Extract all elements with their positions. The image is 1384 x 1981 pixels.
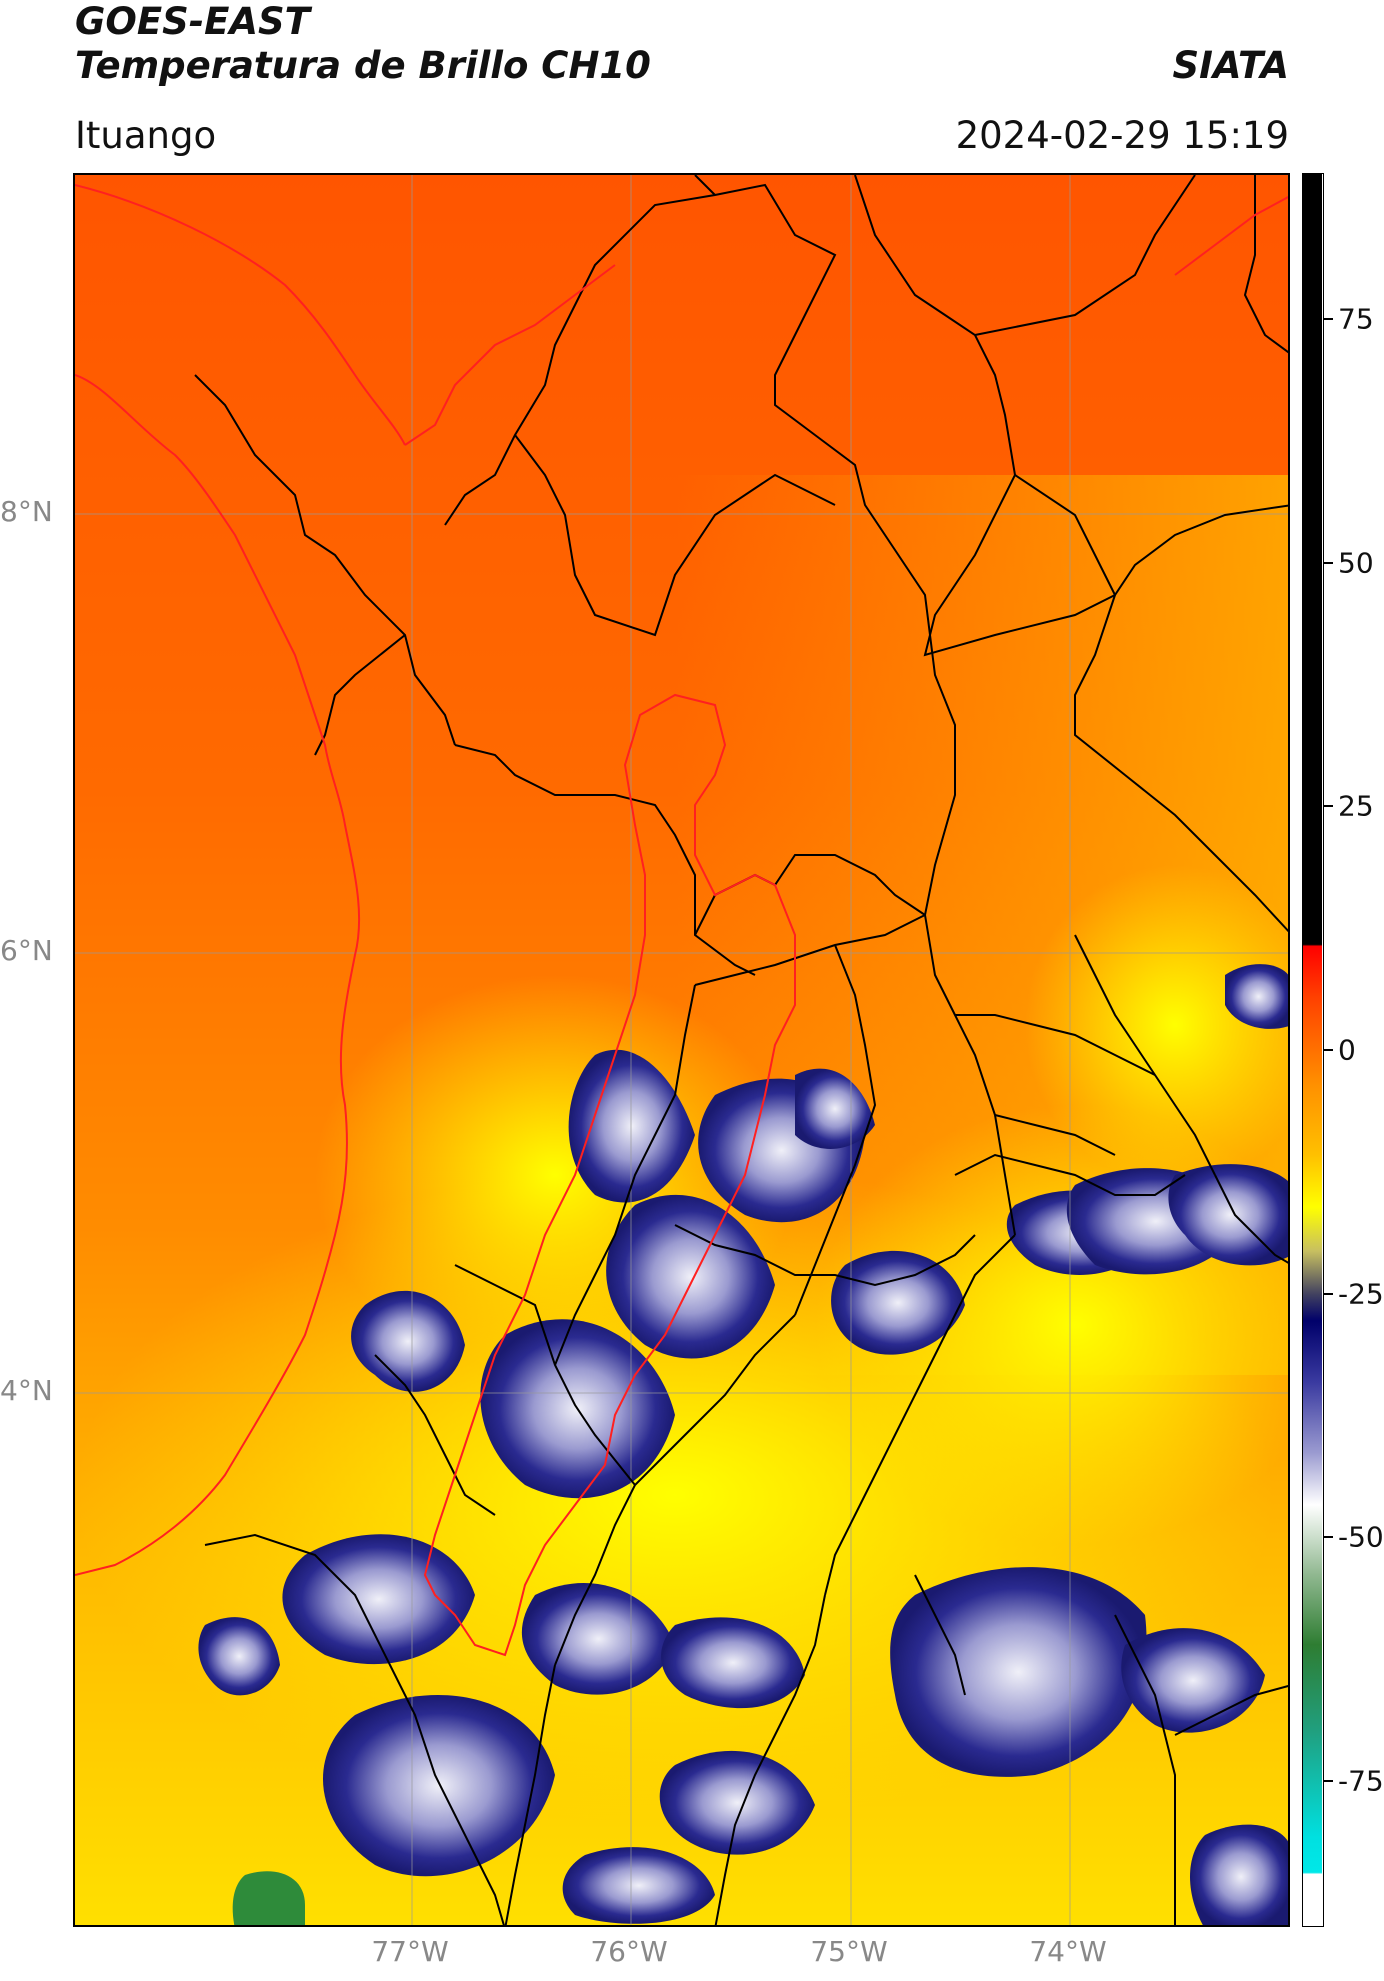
lon-label-76w: 76°W (590, 1935, 668, 1968)
coastline-north (75, 184, 406, 446)
lat-label-4n: 4°N (0, 1374, 53, 1407)
department-borders (194, 175, 1288, 1925)
lon-label-75w: 75°W (810, 1935, 888, 1968)
colorbar-tick (1324, 1779, 1333, 1782)
title-satellite: GOES-EAST (75, 0, 310, 43)
colorbar-tick (1324, 805, 1333, 808)
region-label: Ituango (75, 114, 217, 157)
coastline-northeast (1174, 196, 1288, 276)
coastline (75, 374, 361, 1576)
lon-label-74w: 74°W (1029, 1935, 1107, 1968)
colorbar-tick-label: 0 (1338, 1033, 1356, 1067)
cloud-cells (198, 964, 1288, 1925)
colorbar-tick-label: 25 (1338, 789, 1374, 823)
colorbar-tick (1324, 561, 1333, 564)
colorbar-tick-label: -50 (1338, 1520, 1384, 1554)
colorbar-tick-label: -25 (1338, 1277, 1384, 1311)
organization-label: SIATA (1172, 44, 1289, 87)
lat-label-8n: 8°N (0, 495, 53, 528)
map-svg (75, 175, 1288, 1925)
colorbar-tick-label: -75 (1338, 1764, 1384, 1798)
colorbar-tick-label: 75 (1338, 302, 1374, 336)
graticule (75, 175, 1288, 1925)
timestamp-label: 2024-02-29 15:19 (955, 114, 1289, 157)
title-product: Temperatura de Brillo CH10 (75, 44, 651, 87)
satellite-map[interactable] (73, 173, 1290, 1927)
colorbar-tick (1324, 1292, 1333, 1295)
colorbar-gradient (1303, 174, 1322, 1925)
lon-label-77w: 77°W (371, 1935, 449, 1968)
colorbar-tick (1324, 1049, 1333, 1051)
colorbar (1302, 173, 1324, 1927)
colorbar-tick (1324, 1536, 1333, 1539)
colorbar-tick (1324, 318, 1333, 321)
lat-label-6n: 6°N (0, 934, 53, 967)
ituango-basin-outline (423, 693, 796, 1657)
colorbar-tick-label: 50 (1338, 546, 1374, 580)
gulf-coast (404, 264, 616, 446)
